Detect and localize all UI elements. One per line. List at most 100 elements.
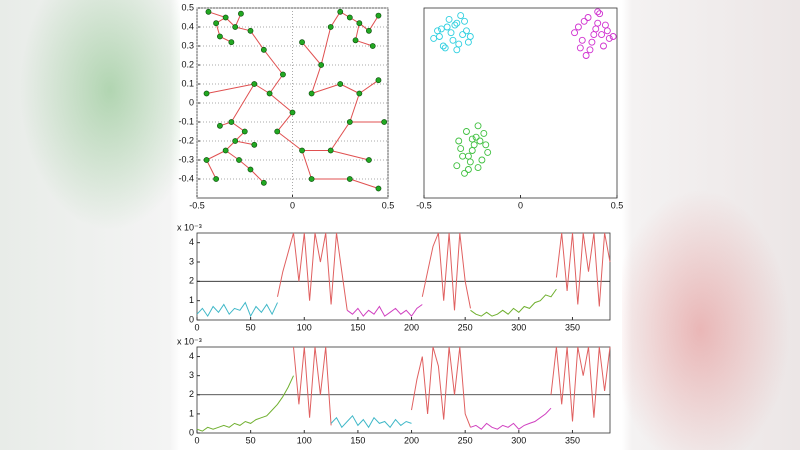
- y-tick-label: 0.1: [181, 78, 194, 88]
- y-tick-label: 2: [189, 389, 194, 399]
- point: [451, 21, 459, 29]
- point: [601, 21, 609, 29]
- point: [476, 137, 484, 145]
- node: [327, 24, 334, 30]
- x-tick-label: -0.5: [189, 200, 205, 210]
- tree-edge: [330, 150, 370, 161]
- tree-edge: [311, 64, 322, 94]
- point: [474, 164, 482, 172]
- tree-edge: [269, 93, 293, 113]
- node: [217, 122, 223, 129]
- point: [605, 34, 613, 42]
- node: [299, 39, 305, 46]
- node: [375, 12, 382, 19]
- node: [369, 43, 376, 49]
- point: [463, 128, 470, 135]
- point: [457, 12, 465, 20]
- series-line: [277, 232, 348, 311]
- tree-edge: [263, 49, 284, 75]
- y-tick-label: 0: [189, 97, 194, 107]
- x-tick-label: 350: [565, 322, 580, 332]
- x-tick-label: 250: [458, 435, 473, 445]
- plot-frame: [423, 7, 618, 199]
- node: [236, 157, 242, 163]
- tree-edge: [276, 131, 303, 151]
- node: [352, 37, 359, 44]
- y-tick-label: 1: [189, 295, 194, 305]
- point: [439, 42, 447, 50]
- point: [609, 33, 617, 40]
- y-scale-note: x 10⁻³: [177, 222, 202, 232]
- node: [260, 179, 267, 186]
- node: [318, 62, 325, 68]
- point: [468, 135, 476, 143]
- plot-frame: [196, 232, 611, 321]
- point: [453, 46, 461, 54]
- node: [222, 14, 229, 21]
- series-line: [346, 304, 423, 317]
- tree-edge: [301, 150, 313, 180]
- tree-edge: [368, 15, 379, 32]
- x-tick-label: 0.5: [611, 200, 624, 210]
- point: [474, 122, 482, 130]
- point: [600, 42, 607, 50]
- node: [213, 20, 219, 27]
- node: [327, 147, 334, 154]
- node: [308, 176, 315, 182]
- point: [594, 8, 602, 16]
- y-tick-label: 3: [189, 256, 194, 266]
- point: [576, 44, 584, 52]
- chart: -0.5 0 0.5: [416, 7, 624, 210]
- point: [584, 14, 592, 21]
- point: [449, 36, 457, 44]
- point: [441, 44, 449, 52]
- y-tick-label: -0.2: [178, 135, 194, 145]
- x-tick-label: 0: [518, 200, 523, 210]
- node: [238, 10, 244, 17]
- node: [247, 166, 254, 173]
- point: [457, 145, 465, 153]
- node: [356, 20, 363, 27]
- point: [574, 23, 582, 31]
- chart: 0 50 100 150 200 250 300 350 0 1 2 3 4 x 10⁻³: [177, 222, 611, 332]
- node: [260, 46, 267, 53]
- point: [459, 31, 467, 39]
- point: [578, 36, 586, 44]
- tree-edge: [311, 83, 341, 94]
- y-tick-label: 3: [189, 370, 194, 380]
- tree-edge: [254, 83, 270, 94]
- node: [251, 141, 258, 148]
- point: [596, 10, 604, 18]
- series-line: [421, 232, 471, 311]
- node: [375, 185, 382, 192]
- tree-edge: [235, 140, 255, 146]
- point: [580, 17, 588, 25]
- y-tick-label: 2: [189, 276, 194, 286]
- tree-edge: [355, 39, 373, 47]
- point: [445, 15, 453, 23]
- point: [586, 46, 594, 54]
- node: [251, 81, 258, 87]
- chart: 0 50 100 150 200 250 300 350 0 1 2 3 4 x 10⁻³: [177, 336, 611, 445]
- tree-edge: [359, 79, 379, 94]
- node: [299, 147, 305, 154]
- node: [217, 33, 223, 40]
- node: [228, 119, 235, 125]
- tree-edge: [230, 83, 255, 123]
- tree-edge: [355, 23, 360, 41]
- chart: -0.5 0 0.5 -0.4 -0.3 -0.2 -0.1 0 0.1 0.2 0.3 0.4 0.5: [178, 2, 394, 210]
- y-tick-label: -0.1: [178, 116, 194, 126]
- node: [346, 119, 353, 125]
- tree-edge: [206, 83, 255, 94]
- point: [430, 34, 438, 42]
- x-tick-label: 250: [458, 322, 473, 332]
- tree-edge: [250, 30, 265, 51]
- x-tick-label: 50: [246, 435, 256, 445]
- y-scale-note: x 10⁻³: [177, 336, 202, 346]
- node: [337, 8, 344, 15]
- node: [213, 176, 219, 182]
- y-tick-label: 0: [189, 314, 194, 324]
- tree-edge: [276, 112, 293, 132]
- y-tick-label: 0.3: [181, 40, 194, 50]
- node: [337, 81, 344, 87]
